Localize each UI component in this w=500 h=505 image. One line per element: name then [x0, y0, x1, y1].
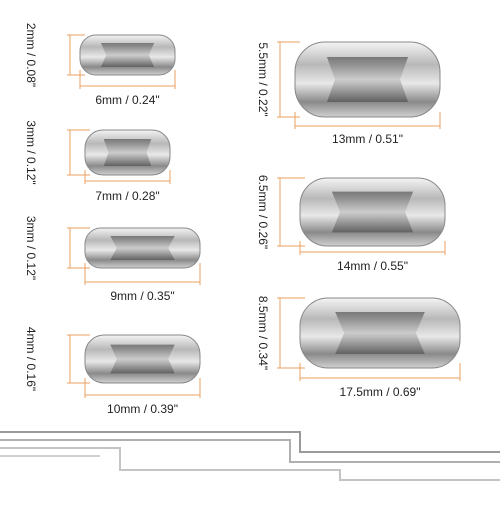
item: 4mm / 0.16" 10mm / 0.39"	[24, 327, 201, 416]
height-label: 2mm / 0.08"	[24, 23, 38, 87]
connector-crimp	[103, 139, 152, 166]
width-label: 10mm / 0.39"	[107, 402, 178, 416]
height-label: 6.5mm / 0.26"	[256, 175, 270, 249]
item: 8.5mm / 0.34" 17.5mm / 0.69"	[256, 296, 461, 399]
width-label: 17.5mm / 0.69"	[340, 385, 421, 399]
height-label: 4mm / 0.16"	[24, 327, 38, 391]
connector-crimp	[110, 236, 175, 260]
connector-crimp	[326, 57, 409, 102]
width-label: 14mm / 0.55"	[337, 259, 408, 273]
decor-lines	[0, 431, 500, 481]
connector-crimp	[331, 191, 414, 233]
item: 5.5mm / 0.22" 13mm / 0.51"	[256, 41, 441, 146]
connector-crimp	[100, 43, 155, 67]
height-label: 5.5mm / 0.22"	[256, 42, 270, 116]
width-label: 9mm / 0.35"	[110, 289, 174, 303]
items: 2mm / 0.08" 6mm / 0.24" 3mm / 0.12" 7mm / 0…	[24, 23, 461, 416]
item: 6.5mm / 0.26" 14mm / 0.55"	[256, 175, 446, 273]
item: 3mm / 0.12" 9mm / 0.35"	[24, 216, 201, 303]
height-label: 3mm / 0.12"	[24, 216, 38, 280]
width-label: 13mm / 0.51"	[332, 132, 403, 146]
item: 2mm / 0.08" 6mm / 0.24"	[24, 23, 176, 107]
connector-crimp	[110, 344, 175, 374]
width-label: 7mm / 0.28"	[95, 189, 159, 203]
height-label: 8.5mm / 0.34"	[256, 296, 270, 370]
item: 3mm / 0.12" 7mm / 0.28"	[24, 120, 171, 203]
width-label: 6mm / 0.24"	[95, 93, 159, 107]
height-label: 3mm / 0.12"	[24, 120, 38, 184]
connector-crimp	[335, 312, 425, 354]
